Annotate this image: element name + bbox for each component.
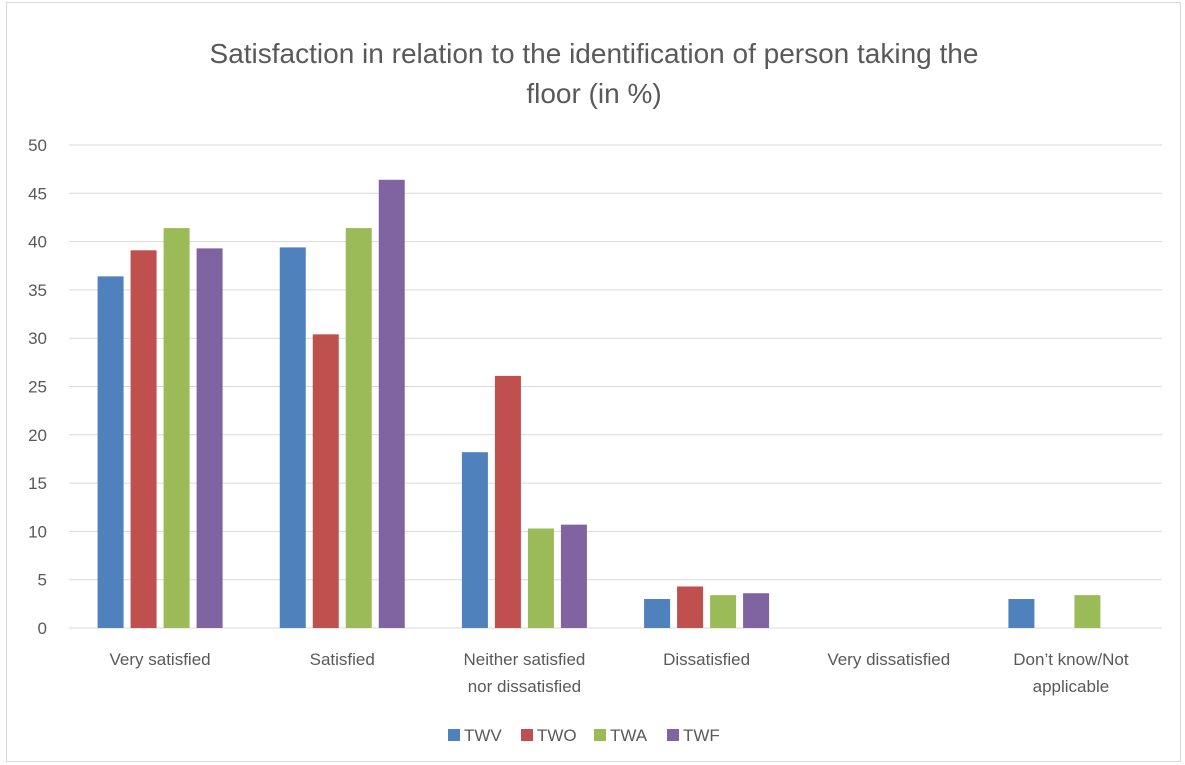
x-category-label: Satisfied xyxy=(310,650,375,669)
gridlines xyxy=(69,144,1162,629)
bar-twv xyxy=(279,247,306,628)
x-category-label: Dissatisfied xyxy=(663,650,750,669)
x-category-label: Very dissatisfied xyxy=(827,650,950,669)
legend-swatch-twa xyxy=(594,729,606,741)
y-tick-label: 35 xyxy=(28,281,47,300)
y-tick-label: 15 xyxy=(28,474,47,493)
chart-title-line: floor (in %) xyxy=(526,78,661,109)
bar-twa xyxy=(710,595,737,628)
x-category-label: applicable xyxy=(1033,677,1110,696)
bar-twv xyxy=(644,599,671,628)
bar-twf xyxy=(560,524,587,628)
legend-swatch-twv xyxy=(448,729,460,741)
legend-label-twf: TWF xyxy=(683,726,720,745)
bar-twv xyxy=(1008,599,1035,628)
y-tick-label: 10 xyxy=(28,522,47,541)
x-category-label: Very satisfied xyxy=(110,650,211,669)
bar-two xyxy=(130,250,157,628)
bar-twf xyxy=(743,593,770,628)
legend-swatch-twf xyxy=(667,729,679,741)
y-tick-label: 45 xyxy=(28,184,47,203)
bar-chart: Satisfaction in relation to the identifi… xyxy=(28,38,1162,745)
legend-label-two: TWO xyxy=(537,726,577,745)
y-axis-tick-labels: 0 5 10 15 20 25 30 35 40 45 50 xyxy=(28,136,47,638)
chart-title: Satisfaction in relation to the identifi… xyxy=(210,38,979,109)
y-tick-label: 25 xyxy=(28,378,47,397)
legend-label-twv: TWV xyxy=(464,726,502,745)
bar-twv xyxy=(461,452,488,628)
bar-two xyxy=(312,334,339,628)
bar-twf xyxy=(378,179,405,628)
legend-label-twa: TWA xyxy=(610,726,648,745)
x-category-label: nor dissatisfied xyxy=(468,677,581,696)
legend: TWV TWO TWA TWF xyxy=(448,726,720,745)
bar-twv xyxy=(97,276,124,628)
y-tick-label: 0 xyxy=(38,619,47,638)
x-category-label: Don’t know/Not xyxy=(1013,650,1129,669)
bar-twf xyxy=(196,248,223,628)
y-tick-label: 20 xyxy=(28,426,47,445)
y-tick-label: 50 xyxy=(28,136,47,155)
bar-two xyxy=(494,375,521,628)
x-axis-category-labels: Very satisfied Satisfied Neither satisfied… xyxy=(110,650,1129,696)
y-tick-label: 30 xyxy=(28,329,47,348)
bar-twa xyxy=(163,228,190,629)
chart-title-line: Satisfaction in relation to the identifi… xyxy=(210,38,979,69)
y-tick-label: 5 xyxy=(38,571,47,590)
bar-two xyxy=(677,586,704,628)
y-tick-label: 40 xyxy=(28,233,47,252)
bars xyxy=(97,179,1101,629)
bar-twa xyxy=(527,528,554,628)
bar-twa xyxy=(345,228,372,629)
legend-swatch-two xyxy=(521,729,533,741)
x-category-label: Neither satisfied xyxy=(463,650,585,669)
bar-twa xyxy=(1074,595,1101,628)
chart-area: Satisfaction in relation to the identifi… xyxy=(6,2,1181,762)
